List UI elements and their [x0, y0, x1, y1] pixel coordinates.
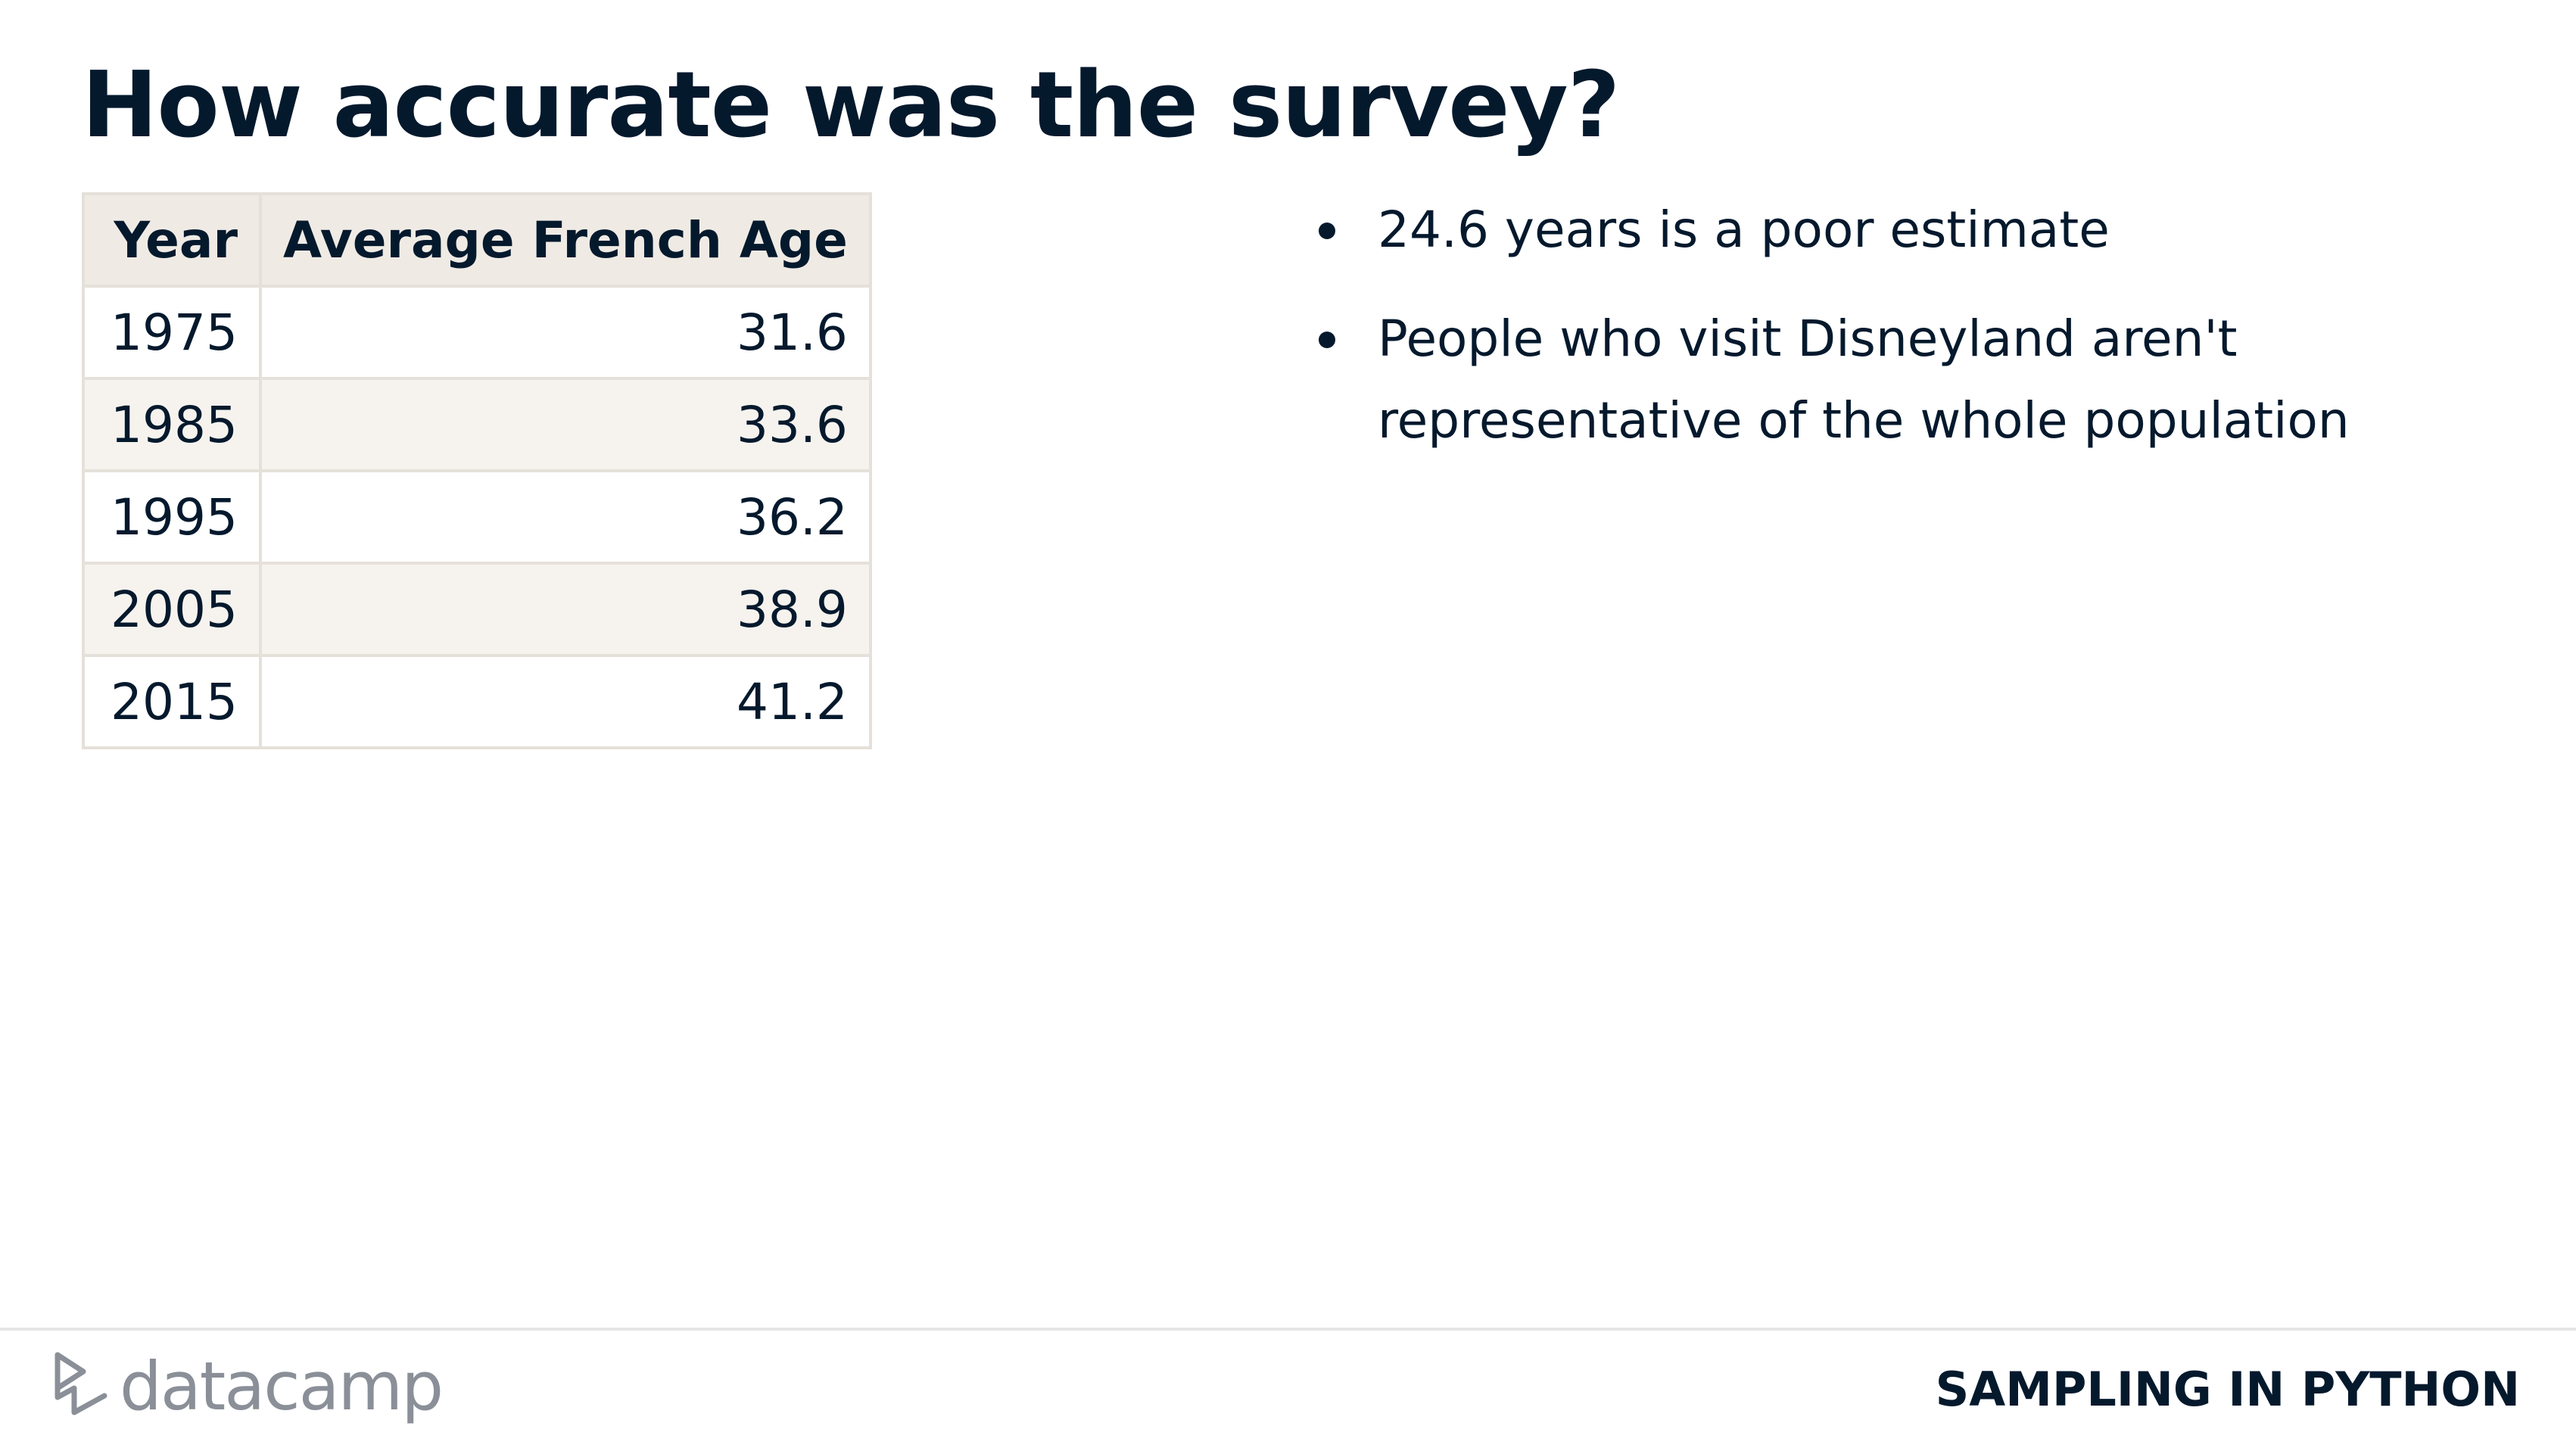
cell-age: 36.2 — [260, 471, 871, 563]
datacamp-logo: datacamp — [51, 1350, 442, 1423]
datacamp-logo-icon — [51, 1350, 111, 1423]
bullet-item: 24.6 years is a poor estimate — [1317, 189, 2453, 271]
column-header-year: Year — [83, 194, 260, 286]
course-name: SAMPLING IN PYTHON — [1936, 1361, 2520, 1418]
table-header-row: Year Average French Age — [83, 194, 871, 286]
bullet-text: 24.6 years is a poor estimate — [1378, 201, 2110, 259]
column-header-age: Average French Age — [260, 194, 871, 286]
table-row: 1985 33.6 — [83, 378, 871, 471]
cell-year: 1995 — [83, 471, 260, 563]
cell-age: 31.6 — [260, 286, 871, 378]
cell-age: 33.6 — [260, 378, 871, 471]
slide-title: How accurate was the survey? — [82, 51, 1619, 160]
table-row: 2005 38.9 — [83, 563, 871, 655]
logo-text: datacamp — [120, 1350, 442, 1423]
bullet-item: People who visit Disneyland aren't repre… — [1317, 298, 2453, 462]
bullet-icon — [1319, 223, 1335, 239]
cell-year: 1985 — [83, 378, 260, 471]
table-row: 1975 31.6 — [83, 286, 871, 378]
bullet-text: People who visit Disneyland aren't repre… — [1378, 310, 2350, 450]
cell-year: 1975 — [83, 286, 260, 378]
cell-year: 2005 — [83, 563, 260, 655]
cell-age: 38.9 — [260, 563, 871, 655]
table-row: 1995 36.2 — [83, 471, 871, 563]
table-row: 2015 41.2 — [83, 655, 871, 748]
cell-age: 41.2 — [260, 655, 871, 748]
footer-divider — [0, 1328, 2576, 1331]
bullet-list: 24.6 years is a poor estimate People who… — [1317, 189, 2453, 489]
bullet-icon — [1319, 332, 1335, 348]
cell-year: 2015 — [83, 655, 260, 748]
data-table: Year Average French Age 1975 31.6 1985 3… — [82, 192, 872, 749]
